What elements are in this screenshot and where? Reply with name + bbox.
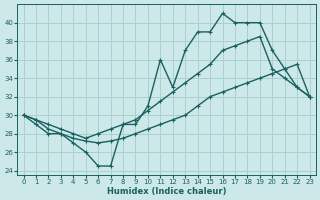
X-axis label: Humidex (Indice chaleur): Humidex (Indice chaleur) (107, 187, 226, 196)
